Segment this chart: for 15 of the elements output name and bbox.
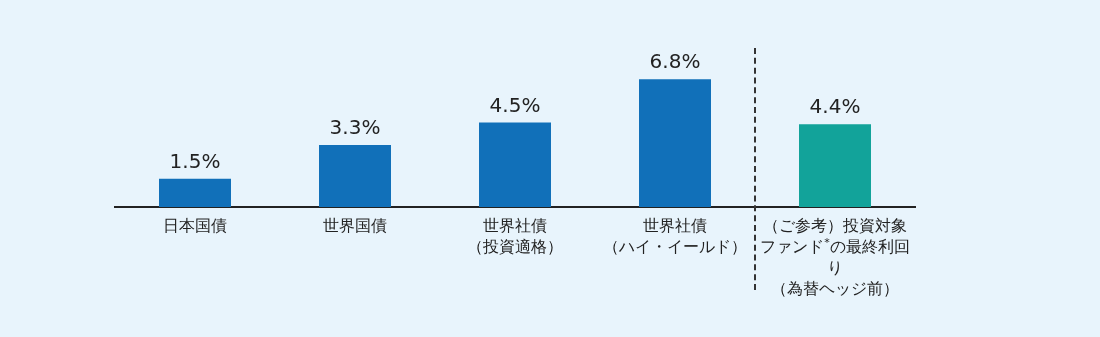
x-tick-label: 世界社債（ハイ・イールド） <box>603 216 747 256</box>
bar <box>159 178 231 207</box>
x-tick-label: 世界社債（投資適格） <box>467 216 563 256</box>
data-label: 4.5% <box>489 92 541 117</box>
bar <box>319 144 391 207</box>
data-label: 3.3% <box>329 115 381 140</box>
data-label: 4.4% <box>809 94 861 119</box>
bar <box>639 79 711 207</box>
bar <box>479 122 551 207</box>
bar <box>799 124 871 207</box>
x-tick-label: 世界国債 <box>322 215 388 236</box>
data-label: 6.8% <box>649 49 701 74</box>
x-tick-label: （ご参考）投資対象ファンド$^{*}$の最終利回り（為替ヘッジ前） <box>760 216 910 298</box>
data-label: 1.5% <box>169 149 221 173</box>
x-tick-label: 日本国債 <box>162 215 228 236</box>
